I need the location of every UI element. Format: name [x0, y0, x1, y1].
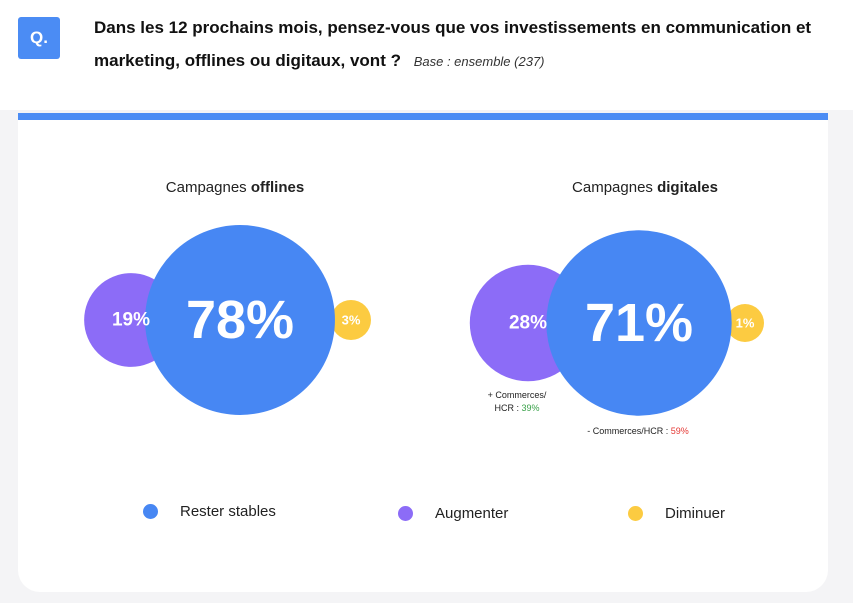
legend-item-augmenter: Augmenter [398, 505, 508, 522]
legend-item-stable: Rester stables [143, 503, 276, 520]
base-note: Base : ensemble (237) [413, 54, 545, 69]
legend-label-diminuer: Diminuer [665, 505, 726, 522]
bubble-digital-stable [546, 230, 732, 416]
bubble-label-offline-stable: 78% [186, 290, 294, 350]
annotation-augmenter-line-1: HCR : 39% [494, 403, 539, 413]
legend-item-diminuer: Diminuer [628, 505, 725, 522]
bubble-offline-diminuer [331, 300, 371, 340]
question-badge: Q. [18, 17, 60, 59]
bubble-label-offline-diminuer: 3% [342, 313, 361, 328]
question-title: Dans les 12 prochains mois, pensez-vous … [94, 18, 812, 70]
legend-label-stable: Rester stables [180, 503, 276, 520]
bubble-label-digital-diminuer: 1% [736, 316, 755, 331]
legend-dot-stable [143, 504, 158, 519]
annotation-stable: - Commerces/HCR : 59% [587, 426, 689, 436]
legend-dot-augmenter [398, 506, 413, 521]
annotation-augmenter-line-0: + Commerces/ [488, 390, 547, 400]
bubble-label-offline-augmenter: 19% [112, 310, 150, 331]
legend-dot-diminuer [628, 506, 643, 521]
question-text: Dans les 12 prochains mois, pensez-vous … [94, 11, 814, 78]
chart-title-offline: Campagnes offlines [166, 179, 304, 196]
chart-title-digital: Campagnes digitales [572, 179, 718, 196]
header: Q. Dans les 12 prochains mois, pensez-vo… [0, 0, 853, 110]
legend-label-augmenter: Augmenter [435, 505, 509, 522]
bubble-label-digital-stable: 71% [585, 293, 693, 353]
bubble-label-digital-augmenter: 28% [509, 313, 547, 334]
bubble-offline-stable [145, 225, 335, 415]
bubble-digital-diminuer [726, 304, 764, 342]
